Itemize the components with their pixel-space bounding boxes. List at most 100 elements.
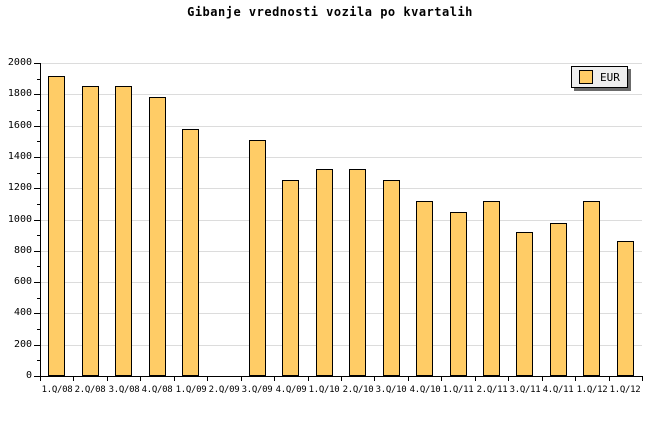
y-axis-tick: [34, 345, 40, 346]
y-axis-tick: [34, 282, 40, 283]
y-tick-label: 1000: [7, 214, 32, 225]
y-axis-minor-tick: [37, 110, 40, 111]
x-axis-tick: [341, 377, 342, 381]
bar: [282, 180, 299, 376]
x-tick-label: 2.Q/10: [342, 385, 374, 395]
y-tick-label: 0: [25, 370, 32, 381]
bar: [483, 201, 500, 376]
y-axis-tick: [34, 157, 40, 158]
y-axis-minor-tick: [37, 173, 40, 174]
gridline: [40, 251, 642, 252]
x-axis-tick: [107, 377, 108, 381]
gridline: [40, 188, 642, 189]
y-axis: [40, 63, 41, 377]
x-tick-label: 1.Q/08: [41, 385, 73, 395]
x-tick-label: 2.Q/08: [74, 385, 106, 395]
x-axis-tick: [241, 377, 242, 381]
x-tick-label: 1.Q/09: [175, 385, 207, 395]
x-tick-label: 3.Q/10: [375, 385, 407, 395]
bar: [550, 223, 567, 376]
y-axis-tick: [34, 313, 40, 314]
x-axis-tick: [308, 377, 309, 381]
y-axis-minor-tick: [37, 329, 40, 330]
x-axis-tick: [207, 377, 208, 381]
x-axis-tick: [441, 377, 442, 381]
x-tick-label: 4.Q/09: [275, 385, 307, 395]
y-axis-minor-tick: [37, 235, 40, 236]
y-axis-tick: [34, 220, 40, 221]
bar: [516, 232, 533, 376]
x-tick-label: 1.Q/12: [576, 385, 608, 395]
x-axis-tick: [642, 377, 643, 381]
x-tick-label: 4.Q/11: [542, 385, 574, 395]
bar: [115, 86, 132, 376]
y-tick-label: 600: [13, 276, 32, 287]
gridline: [40, 157, 642, 158]
x-axis-tick: [274, 377, 275, 381]
x-tick-label: 3.Q/08: [108, 385, 140, 395]
x-axis-tick: [575, 377, 576, 381]
y-axis-minor-tick: [37, 204, 40, 205]
x-tick-label: 2.Q/11: [476, 385, 508, 395]
gridline: [40, 126, 642, 127]
bar: [82, 86, 99, 376]
x-tick-label: 4.Q/08: [141, 385, 173, 395]
bar: [383, 180, 400, 376]
y-axis-minor-tick: [37, 360, 40, 361]
x-tick-label: 1.Q/11: [442, 385, 474, 395]
x-tick-label: 1.Q/10: [308, 385, 340, 395]
gridline: [40, 313, 642, 314]
bar: [450, 212, 467, 376]
y-axis-tick: [34, 251, 40, 252]
x-axis: [40, 376, 643, 377]
x-axis-tick: [73, 377, 74, 381]
bar: [249, 140, 266, 376]
chart-title: Gibanje vrednosti vozila po kvartalih: [187, 5, 473, 19]
x-axis-tick: [508, 377, 509, 381]
y-axis-tick: [34, 126, 40, 127]
y-tick-label: 800: [13, 245, 32, 256]
x-axis-tick: [408, 377, 409, 381]
legend-label: EUR: [600, 70, 620, 84]
y-tick-label: 1200: [7, 182, 32, 193]
bar: [617, 241, 634, 376]
x-tick-label: 4.Q/10: [409, 385, 441, 395]
bar: [316, 169, 333, 376]
legend-swatch-eur: [579, 70, 593, 84]
x-axis-tick: [174, 377, 175, 381]
y-tick-label: 1600: [7, 120, 32, 131]
y-axis-tick: [34, 63, 40, 64]
x-tick-label: 3.Q/09: [241, 385, 273, 395]
y-tick-label: 1800: [7, 88, 32, 99]
legend: EUR: [571, 66, 628, 88]
x-axis-tick: [40, 377, 41, 381]
x-axis-tick: [374, 377, 375, 381]
bar: [349, 169, 366, 376]
y-axis-minor-tick: [37, 298, 40, 299]
bar: [182, 129, 199, 376]
x-axis-tick: [140, 377, 141, 381]
x-axis-tick: [542, 377, 543, 381]
x-axis-tick: [475, 377, 476, 381]
y-axis-minor-tick: [37, 141, 40, 142]
gridline: [40, 63, 642, 64]
y-axis-tick: [34, 94, 40, 95]
bar: [149, 97, 166, 376]
y-axis-tick: [34, 376, 40, 377]
bar: [48, 76, 65, 376]
y-tick-label: 200: [13, 339, 32, 350]
y-tick-label: 400: [13, 307, 32, 318]
gridline: [40, 345, 642, 346]
x-tick-label: 1.Q/12: [609, 385, 641, 395]
gridline: [40, 94, 642, 95]
x-tick-label: 2.Q/09: [208, 385, 240, 395]
y-tick-label: 2000: [7, 57, 32, 68]
y-axis-minor-tick: [37, 79, 40, 80]
y-tick-label: 1400: [7, 151, 32, 162]
bar: [416, 201, 433, 376]
x-tick-label: 3.Q/11: [509, 385, 541, 395]
y-axis-tick: [34, 188, 40, 189]
x-axis-tick: [609, 377, 610, 381]
